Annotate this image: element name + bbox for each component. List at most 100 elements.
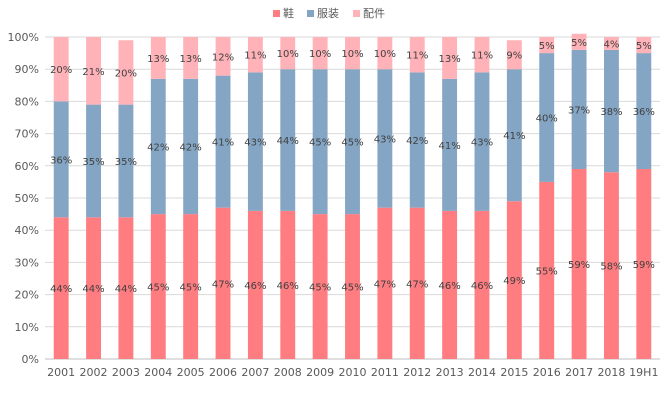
bar-segment [442,78,458,211]
x-tick-label: 2010 [339,366,367,379]
bar-segment [183,37,199,79]
data-label: 44% [82,284,104,295]
data-label: 10% [277,49,299,60]
y-tick-label: 50% [15,192,39,205]
data-label: 11% [406,51,428,62]
data-label: 20% [115,68,137,79]
data-label: 47% [406,279,428,290]
data-label: 13% [438,54,460,65]
data-label: 9% [506,51,522,62]
data-label: 41% [212,138,234,149]
bar-segment [409,37,425,73]
bar-segment [215,207,231,359]
data-label: 21% [82,67,104,78]
data-label: 20% [50,65,72,76]
data-label: 11% [244,51,266,62]
data-label: 42% [147,142,169,153]
bar-segment [53,101,69,218]
y-tick-label: 80% [15,95,39,108]
data-label: 4% [604,39,620,50]
data-label: 43% [374,134,396,145]
bar-segment [474,72,490,211]
data-label: 42% [406,136,428,147]
legend-swatch [353,10,360,17]
bar-segment [571,49,587,170]
legend-label: 配件 [363,7,385,20]
data-label: 41% [503,131,525,142]
bar-segment [409,207,425,359]
data-label: 37% [568,105,590,116]
data-label: 49% [503,276,525,287]
bar-segment [604,172,619,359]
x-tick-label: 2003 [112,366,140,379]
bar-segment [86,217,101,359]
bar-segment [636,169,652,359]
bar-segment [312,37,328,70]
x-tick-label: 2009 [306,366,334,379]
legend-swatch [307,10,314,17]
bar-segment [345,214,360,359]
x-tick-label: 2001 [47,366,75,379]
data-label: 45% [309,138,331,149]
bar-segment [183,214,199,359]
x-tick-label: 2007 [241,366,269,379]
bar-segment [280,210,296,359]
data-label: 46% [438,281,460,292]
y-tick-label: 60% [15,160,39,173]
data-label: 44% [50,284,72,295]
legend-label: 服装 [317,7,339,20]
bar-segment [86,104,101,218]
bar-segment [604,49,619,173]
data-label: 35% [115,157,137,168]
data-label: 46% [277,281,299,292]
bar-segment [280,37,296,70]
bar-segment [118,40,134,105]
bar-segment [506,201,522,359]
bar-segment [247,72,263,211]
bar-segment [377,37,393,70]
bar-segment [636,53,652,170]
data-label: 43% [471,138,493,149]
data-label: 43% [244,138,266,149]
bar-segment [150,37,166,79]
data-label: 10% [309,49,331,60]
data-label: 44% [277,136,299,147]
bars [53,33,652,359]
data-label: 40% [536,114,558,125]
data-label: 45% [147,283,169,294]
data-label: 13% [180,54,202,65]
bar-segment [571,33,587,50]
data-label: 46% [471,281,493,292]
y-tick-label: 30% [15,256,39,269]
data-label: 10% [341,49,363,60]
y-tick-label: 0% [22,353,39,366]
legend-swatch [273,10,280,17]
bar-segment [604,37,619,50]
y-tick-label: 40% [15,224,39,237]
bar-segment [53,37,69,102]
bar-segment [86,37,101,105]
bar-segment [377,69,393,208]
bar-segment [474,37,490,73]
legend-item: 鞋 [273,6,294,20]
y-tick-label: 100% [8,31,39,44]
x-tick-label: 2005 [177,366,205,379]
bar-segment [150,214,166,359]
bar-segment [377,207,393,359]
data-label: 46% [244,281,266,292]
x-tick-label: 2017 [565,366,593,379]
data-label: 38% [600,107,622,118]
bar-segment [118,217,134,359]
data-label: 45% [309,283,331,294]
bar-segment [345,37,360,70]
data-label: 44% [115,284,137,295]
x-tick-label: 2013 [436,366,464,379]
bar-segment [345,69,360,215]
bar-segment [539,37,555,54]
x-tick-label: 2011 [371,366,399,379]
bar-segment [442,210,458,359]
bar-segment [215,37,231,76]
bar-segment [280,69,296,211]
y-tick-label: 90% [15,63,39,76]
